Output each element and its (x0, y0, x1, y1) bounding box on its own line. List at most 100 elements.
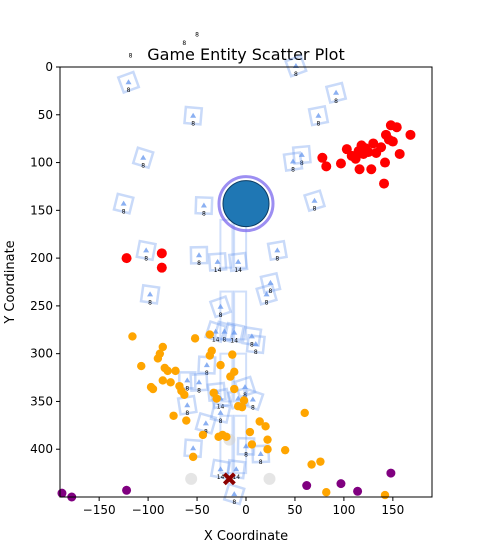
purple-point (57, 488, 67, 498)
red-point (317, 152, 328, 163)
entity-square (223, 321, 246, 344)
entity-marker: 8 (178, 371, 197, 392)
entity-label: 8 (185, 410, 189, 417)
entity-square (284, 54, 308, 78)
x-axis: −150 −100 −50 0 50 100 150 (83, 497, 404, 517)
x-tick-label: 100 (332, 503, 355, 517)
entity-marker: 14 (207, 252, 228, 274)
entity-marker: 8 (291, 144, 312, 167)
entity-triangle (249, 396, 256, 402)
red-point (321, 161, 332, 172)
y-tick-label: 150 (30, 203, 53, 217)
entity-marker: 14 (227, 251, 249, 274)
entity-marker: 8 (209, 401, 232, 425)
orange-point (158, 376, 167, 385)
orange-point (230, 384, 239, 394)
orange-point (239, 396, 249, 405)
entity-label: 8 (334, 98, 338, 105)
entity-triangle (221, 328, 228, 334)
orange-point (316, 457, 325, 466)
orange-point (188, 452, 198, 462)
orange-point (137, 361, 146, 371)
orange-point (247, 440, 257, 449)
red-point (380, 157, 391, 168)
floating-label: 8 (182, 40, 186, 47)
entity-label: 8 (317, 121, 321, 128)
entity-label: 8 (219, 312, 223, 319)
entity-marker: 8 (189, 372, 209, 394)
entity-marker: 8 (135, 239, 157, 262)
orange-point (307, 460, 316, 469)
entity-triangle (263, 291, 270, 297)
red-point (363, 147, 374, 158)
red-point (405, 129, 416, 140)
entity-marker: 8 (194, 195, 214, 218)
entity-square (189, 245, 209, 265)
entity-label: 8 (141, 163, 145, 170)
entity-label: 14 (212, 337, 220, 344)
orange-point (380, 490, 390, 500)
entity-triangle (184, 402, 191, 408)
entity-label: 8 (223, 337, 227, 344)
orange-point (280, 445, 290, 455)
red-point (379, 178, 390, 189)
red-point (376, 142, 387, 153)
entity-square (135, 239, 157, 262)
entity-label: 14 (217, 404, 225, 411)
entity-marker: 8 (139, 283, 161, 306)
entity-triangle (274, 247, 281, 253)
entity-triangle (200, 202, 207, 208)
orange-point (263, 435, 272, 444)
entity-square (209, 401, 232, 424)
entity-triangle (184, 377, 191, 383)
entity-label: 8 (251, 404, 255, 411)
entity-square (116, 70, 141, 95)
plot-area: 8888888814148888148148888888141488881414… (57, 31, 416, 506)
orange-point (222, 432, 231, 441)
entity-triangle (289, 158, 296, 164)
entity-triangle (235, 395, 242, 401)
orange-point (205, 330, 214, 339)
entity-label: 8 (122, 209, 126, 216)
x-tick-label: 150 (381, 503, 404, 517)
entity-square (207, 252, 228, 272)
entity-marker: 8 (116, 70, 141, 95)
entity-marker: 8 (266, 239, 289, 262)
orange-point (198, 430, 208, 440)
entity-triangle (252, 341, 259, 347)
entity-square (183, 105, 204, 126)
entity-marker: 8 (282, 151, 304, 174)
entity-triangle (235, 258, 242, 264)
red-point (391, 122, 402, 133)
orange-point (148, 384, 158, 394)
gray-point (263, 472, 276, 485)
entity-label: 8 (197, 387, 201, 394)
entity-label: 8 (204, 428, 208, 435)
entity-label: 8 (148, 299, 152, 306)
entity-square (222, 482, 246, 506)
entity-label: 8 (244, 451, 248, 458)
x-tick-label: 50 (287, 503, 302, 517)
entity-triangle (248, 333, 255, 339)
red-point (156, 248, 167, 259)
entity-triangle (143, 247, 150, 253)
entity-triangle (217, 466, 224, 472)
entity-triangle (217, 409, 224, 415)
entity-marker: 14 (225, 458, 247, 481)
purple-point (302, 481, 312, 491)
entity-marker: 8 (183, 105, 204, 128)
bar-column (219, 218, 234, 269)
entity-marker: 14 (203, 319, 228, 344)
orange-point (300, 408, 309, 418)
entity-square (194, 195, 214, 216)
entity-triangle (242, 384, 249, 390)
entity-marker: 8 (222, 482, 246, 506)
cross-marker (222, 472, 236, 486)
entity-triangle (120, 200, 127, 206)
bar-column (219, 290, 234, 341)
entity-square (251, 444, 271, 464)
entity-triangle (196, 379, 203, 385)
entity-triangle (257, 450, 264, 456)
entity-square (178, 371, 197, 390)
